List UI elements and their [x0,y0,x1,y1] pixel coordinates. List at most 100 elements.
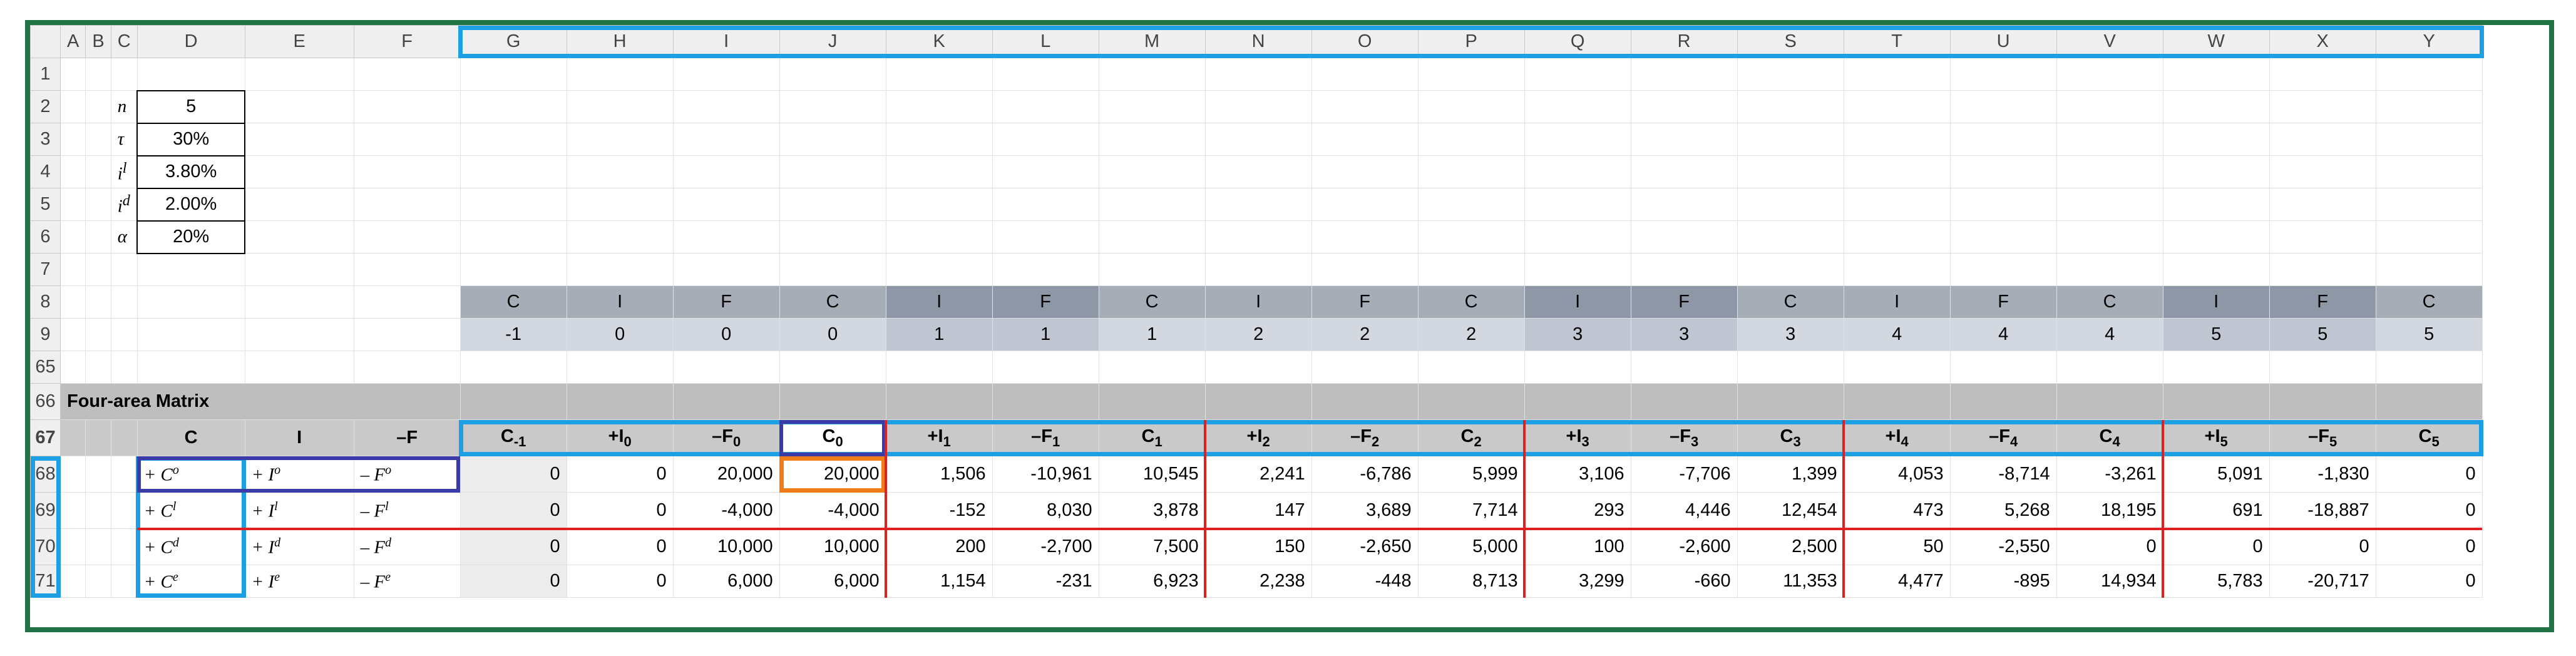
cell[interactable] [1843,123,1951,156]
cell[interactable] [1737,220,1844,254]
period-cell[interactable]: 1 [992,318,1099,351]
cell[interactable] [2375,123,2483,156]
cell[interactable] [1204,123,1312,156]
cell[interactable] [353,318,461,351]
cell[interactable] [459,351,567,384]
column-header-F[interactable]: F [353,25,461,58]
value-cell[interactable]: 100 [1524,528,1631,565]
cell[interactable] [1524,351,1631,384]
value-cell[interactable]: 10,545 [1098,456,1206,493]
cell[interactable] [1737,188,1844,221]
cell[interactable] [1630,383,1738,420]
cell[interactable] [1524,188,1631,221]
value-cell[interactable]: 2,500 [1737,528,1844,565]
cell[interactable] [1204,351,1312,384]
value-cell[interactable]: 0 [459,528,567,565]
column-header-O[interactable]: O [1311,25,1419,58]
cell[interactable] [110,419,138,456]
period-cell[interactable]: 4 [1949,318,2057,351]
cell[interactable] [110,318,138,351]
cell[interactable] [779,155,886,188]
cell[interactable] [353,253,461,286]
type-cell[interactable]: C [2056,285,2163,319]
cell[interactable] [85,456,111,493]
cell[interactable] [1524,383,1631,420]
period-cell[interactable]: 2 [1204,318,1312,351]
cell[interactable] [2056,188,2163,221]
cell[interactable] [1843,253,1951,286]
value-cell[interactable]: 20,000 [779,456,886,493]
cell[interactable] [85,155,111,188]
column-header-V[interactable]: V [2056,25,2163,58]
cell[interactable] [85,188,111,221]
cell[interactable] [110,285,138,319]
cell[interactable] [992,351,1099,384]
type-cell[interactable]: I [1204,285,1312,319]
cell[interactable] [1098,220,1206,254]
cell[interactable] [672,351,780,384]
value-cell[interactable]: -660 [1630,565,1738,598]
cell[interactable] [1737,58,1844,91]
value-cell[interactable]: 4,477 [1843,565,1951,598]
cell[interactable] [244,220,354,254]
period-cell[interactable]: 1 [1098,318,1206,351]
cell[interactable] [353,123,461,156]
cell[interactable] [885,155,993,188]
cell[interactable] [1204,58,1312,91]
cell[interactable] [1098,155,1206,188]
value-cell[interactable]: 0 [2375,528,2483,565]
cell[interactable] [1204,253,1312,286]
value-cell[interactable]: -895 [1949,565,2057,598]
value-cell[interactable]: -2,550 [1949,528,2057,565]
cell[interactable] [672,90,780,123]
value-cell[interactable]: 0 [566,565,674,598]
cell[interactable] [459,90,567,123]
cell[interactable] [1311,90,1419,123]
cell[interactable] [459,155,567,188]
cell[interactable] [110,528,138,565]
cell[interactable] [2269,253,2376,286]
period-cell[interactable]: 1 [885,318,993,351]
cell[interactable] [992,220,1099,254]
value-cell[interactable]: 12,454 [1737,492,1844,529]
cell[interactable] [2056,58,2163,91]
cell[interactable] [1630,90,1738,123]
cell[interactable] [459,220,567,254]
value-cell[interactable]: 3,878 [1098,492,1206,529]
cell[interactable] [244,351,354,384]
cell[interactable] [59,220,86,254]
value-cell[interactable]: -152 [885,492,993,529]
type-cell[interactable]: C [1417,285,1525,319]
cell[interactable] [779,58,886,91]
column-header-D[interactable]: D [136,25,245,58]
cell[interactable] [1417,123,1525,156]
period-cell[interactable]: -1 [459,318,567,351]
value-cell[interactable]: 2,241 [1204,456,1312,493]
cell[interactable] [1417,253,1525,286]
cell[interactable] [1524,220,1631,254]
cell[interactable] [1630,123,1738,156]
cell[interactable] [2162,253,2270,286]
cell[interactable] [85,565,111,598]
cell[interactable] [1949,220,2057,254]
cell[interactable] [2056,351,2163,384]
value-cell[interactable]: 0 [459,492,567,529]
cell[interactable] [244,90,354,123]
cell[interactable] [59,58,86,91]
period-cell[interactable]: 0 [779,318,886,351]
cell[interactable] [1204,220,1312,254]
cell[interactable] [85,123,111,156]
type-cell[interactable]: F [672,285,780,319]
column-header-W[interactable]: W [2162,25,2270,58]
row-header[interactable]: 65 [30,351,61,384]
select-all-corner[interactable] [30,25,61,58]
row-header[interactable]: 5 [30,188,61,221]
period-cell[interactable]: 4 [2056,318,2163,351]
type-cell[interactable]: I [566,285,674,319]
cell[interactable] [1311,351,1419,384]
cell[interactable] [85,285,111,319]
cell[interactable] [779,383,886,420]
cell[interactable] [353,188,461,221]
param-value[interactable]: 20% [136,220,246,254]
value-cell[interactable]: -1,830 [2269,456,2376,493]
